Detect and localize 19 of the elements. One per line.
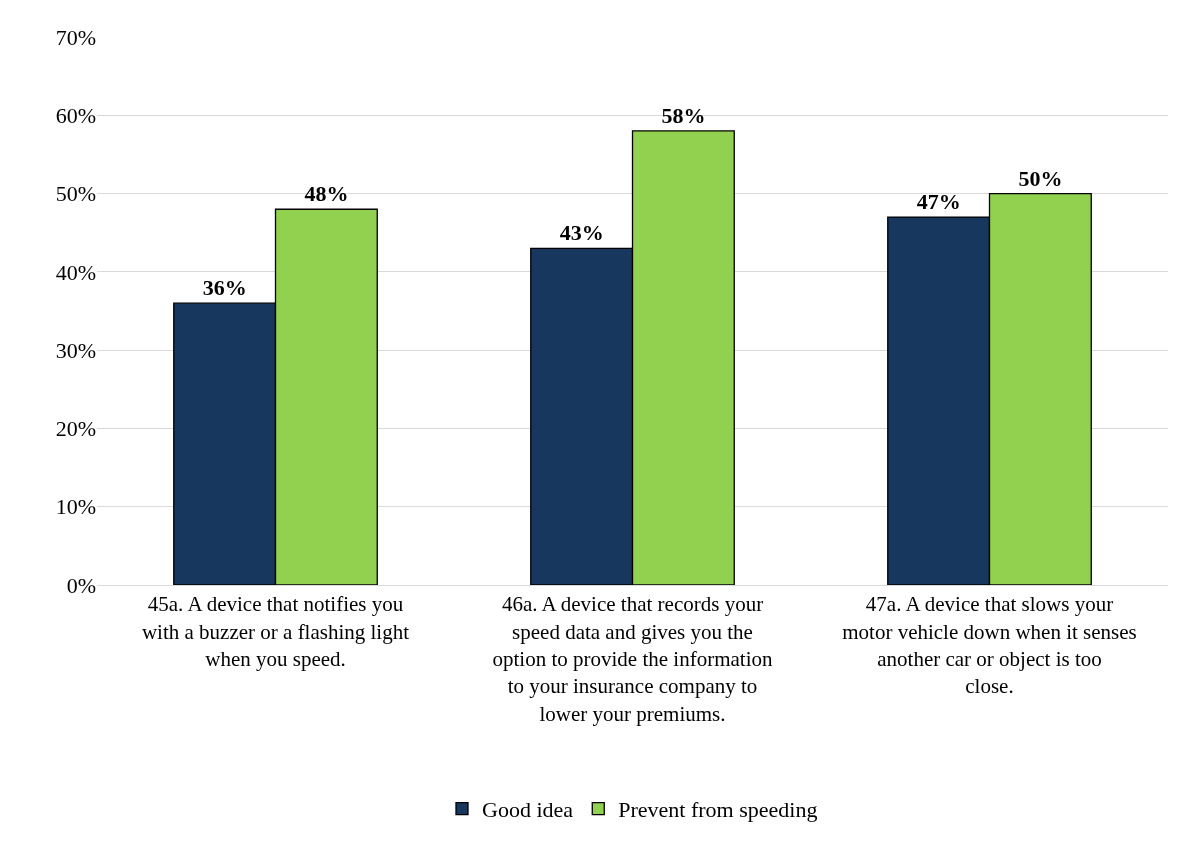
data-label: 58% <box>661 102 706 128</box>
y-tick-label: 10% <box>55 494 96 520</box>
y-tick-label: 0% <box>66 572 96 598</box>
y-tick-label: 20% <box>55 416 96 442</box>
data-label: 50% <box>1018 165 1063 191</box>
data-label: 36% <box>202 275 247 301</box>
y-tick-label: 60% <box>55 102 96 128</box>
legend-label: Prevent from speeding <box>618 797 818 823</box>
y-tick-label: 40% <box>55 259 96 285</box>
data-label: 43% <box>559 220 604 246</box>
y-tick-label: 50% <box>55 181 96 207</box>
data-label: 47% <box>916 189 961 215</box>
y-tick-label: 70% <box>55 24 96 50</box>
x-tick-label: 45a. A device that notifies you with a buzzer or a flashing light when you speed. <box>141 592 410 671</box>
x-tick-label: 46a. A device that records your speed data and gives you the option to provide the information to your insurance company to lower your premiums. <box>492 592 773 726</box>
legend-label: Good idea <box>482 797 574 823</box>
data-label: 48% <box>304 181 349 207</box>
y-tick-label: 30% <box>55 337 96 363</box>
x-tick-label: 47a. A device that slows your motor vehicle down when it senses another car or object is too close. <box>842 592 1137 699</box>
